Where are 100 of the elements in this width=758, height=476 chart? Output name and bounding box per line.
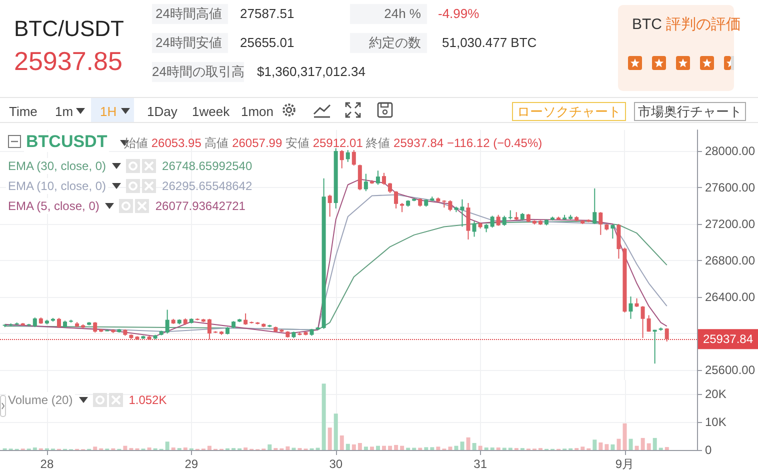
bar — [490, 447, 494, 450]
bar — [328, 428, 332, 450]
text: 51,030.477 BTC — [442, 35, 537, 51]
candlestick — [352, 150, 356, 166]
y-tick-label: 27200.00 — [704, 216, 756, 231]
candlestick — [508, 210, 512, 220]
bar — [640, 438, 645, 450]
bar — [592, 440, 597, 450]
text: BTCUSDT — [24, 132, 110, 152]
text: 24時間高値 — [152, 4, 228, 24]
bar — [286, 446, 290, 450]
bar — [352, 444, 356, 450]
bar — [454, 446, 458, 450]
bar — [610, 444, 615, 450]
text: EMA (10, close, 0) — [6, 178, 108, 194]
ref-line-label: 25937.84 — [702, 332, 754, 346]
bar — [147, 447, 152, 450]
bar — [628, 438, 633, 450]
bar — [466, 437, 470, 450]
bar — [346, 444, 350, 450]
bar — [171, 447, 176, 450]
y-tick-label: 28000.00 — [704, 144, 756, 158]
bar — [436, 446, 440, 450]
bar — [334, 414, 338, 450]
candlestick — [165, 309, 170, 334]
y-tick-label: 10K — [705, 415, 726, 429]
bar — [424, 447, 428, 450]
text: 1Day — [147, 104, 178, 120]
bar — [358, 443, 362, 450]
candlestick — [448, 200, 452, 212]
text: ローソクチャート — [512, 102, 626, 121]
text: -4.99% — [438, 6, 480, 22]
text: 25655.01 — [240, 35, 294, 51]
candlestick — [646, 314, 651, 332]
candlestick — [610, 224, 615, 240]
candlestick — [592, 188, 597, 224]
annotation: 26748.65992540 — [162, 158, 252, 174]
text: 約定の数 — [350, 33, 427, 53]
bar — [165, 442, 170, 450]
candlestick — [628, 296, 633, 320]
bar — [382, 446, 386, 450]
candlestick — [598, 212, 603, 236]
candlestick — [328, 194, 332, 218]
text: 1m — [55, 104, 74, 120]
candlestick — [664, 328, 669, 342]
text: EMA (30, close, 0) — [6, 158, 108, 174]
text: 始値 26053.95 高値 26057.99 安値 25912.01 終値 25937.84 −116.12 (−0.45%) — [124, 136, 542, 150]
bar — [400, 446, 404, 450]
bar — [93, 446, 98, 450]
bar — [448, 446, 452, 450]
text: $1,360,317,012.34 — [257, 64, 366, 80]
x-tick-label: 31 — [474, 457, 488, 471]
candlestick — [496, 214, 500, 226]
annotation: 1.052K — [128, 392, 167, 408]
candlestick — [364, 173, 368, 192]
candlestick — [460, 198, 464, 228]
candlestick — [56, 317, 61, 328]
bar — [32, 447, 37, 450]
bar — [268, 444, 272, 450]
x-tick-label: 29 — [184, 457, 198, 471]
text: 1week — [192, 104, 230, 120]
text: 1H — [100, 104, 117, 120]
text: EMA (5, close, 0) — [6, 198, 102, 214]
bar — [322, 384, 326, 450]
candlestick — [394, 190, 398, 209]
bar — [496, 447, 500, 450]
candlestick — [346, 150, 350, 162]
bar — [370, 446, 374, 450]
text: 市場奥行チャート — [634, 102, 746, 121]
text: Time — [9, 104, 38, 120]
annotation: 26295.65548642 — [162, 178, 252, 194]
bar — [652, 438, 657, 450]
candlestick — [472, 220, 476, 238]
candlestick — [502, 215, 506, 226]
y-tick-label: 25600.00 — [704, 362, 756, 377]
bar — [340, 435, 344, 450]
bar — [364, 446, 368, 450]
text: Volume (20) — [6, 392, 75, 408]
candlestick — [207, 318, 212, 340]
candlestick — [93, 322, 98, 334]
x-tick-label: 28 — [40, 457, 54, 471]
candlestick — [490, 215, 494, 228]
y-tick-label: 26400.00 — [704, 290, 756, 304]
text: 24時間安値 — [152, 33, 228, 53]
y-tick-label: 26800.00 — [704, 253, 756, 268]
bar — [598, 442, 603, 450]
bar — [664, 447, 669, 450]
bar — [183, 447, 188, 450]
text: 24h % — [350, 4, 427, 24]
bar — [388, 446, 392, 450]
candlestick — [388, 182, 392, 194]
bar — [394, 444, 398, 450]
bar — [484, 447, 488, 450]
candlestick — [32, 317, 37, 328]
bar — [478, 446, 482, 450]
y-tick-label: 20K — [705, 387, 726, 401]
bar — [604, 444, 609, 450]
y-tick-label: 0 — [705, 443, 712, 457]
chart-title: BTC/USDT — [14, 16, 124, 42]
candlestick — [376, 170, 380, 186]
